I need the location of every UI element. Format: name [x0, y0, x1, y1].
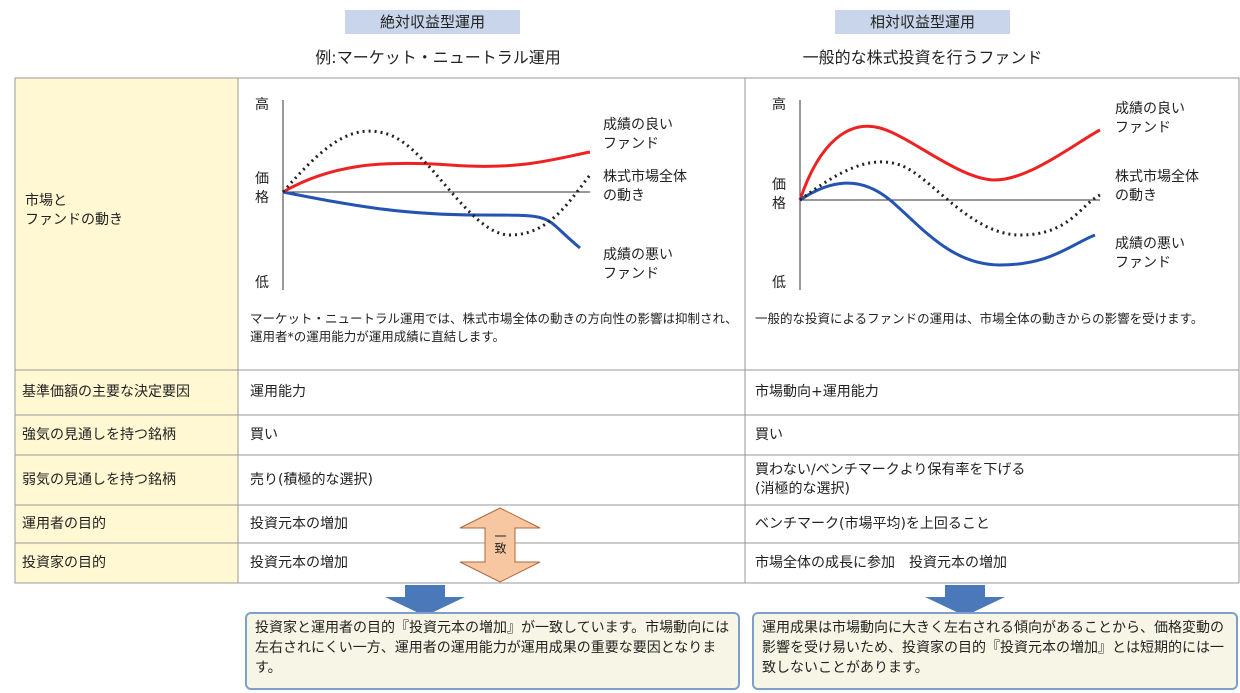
row-label: 強気の見通しを持つ銘柄	[22, 426, 176, 443]
axis-label: 価 格	[255, 171, 269, 206]
conclusion-box: 運用成果は市場動向に大きく左右される傾向があることから、価格変動の影響を受け易い…	[752, 612, 1238, 690]
row-label: 基準価額の主要な決定要因	[22, 384, 190, 400]
caption: マーケット・ニュートラル運用では、株式市場全体の動きの方向性の影響は抑制され、運…	[250, 311, 738, 344]
curve-label: 株式市場全体 の動き	[603, 169, 687, 204]
down-arrow	[925, 585, 1005, 616]
curve-label: 株式市場全体 の動き	[1115, 169, 1199, 204]
cell: 買わない/ベンチマークより保有率を下げる (消極的な選択)	[755, 462, 1026, 497]
caption: 一般的な投資によるファンドの運用は、市場全体の動きからの影響を受けます。	[755, 311, 1204, 326]
cell: 市場動向+運用能力	[755, 384, 879, 400]
label-column	[15, 78, 238, 583]
curve-label: 成績の悪い ファンド	[603, 247, 673, 282]
cell: 買い	[250, 426, 278, 443]
agreement-arrow	[459, 507, 541, 583]
axis-label: 低	[255, 275, 269, 291]
cell: 投資元本の増加	[250, 554, 348, 571]
column-title: 絶対収益型運用	[345, 10, 520, 34]
curve-label: 成績の良い ファンド	[603, 117, 673, 152]
axis-label: 低	[772, 275, 786, 291]
row-label: 市場と ファンドの動き	[25, 193, 123, 228]
table-lines	[14, 77, 1240, 584]
curve-label: 成績の良い ファンド	[1115, 101, 1185, 136]
cell: 運用能力	[250, 384, 306, 400]
column-title: 相対収益型運用	[835, 10, 1010, 34]
chart-right	[798, 100, 1101, 290]
cell: 市場全体の成長に参加 投資元本の増加	[755, 554, 1007, 571]
cell: 買い	[755, 426, 783, 443]
axis-label: 高	[255, 97, 269, 113]
cell: 投資元本の増加	[250, 515, 348, 532]
chart-left	[281, 100, 592, 290]
row-label: 運用者の目的	[22, 515, 106, 532]
axis-label: 高	[772, 97, 786, 113]
agreement-label: 一致	[493, 530, 507, 554]
curve-label: 成績の悪い ファンド	[1115, 236, 1185, 271]
cell: ベンチマーク(市場平均)を上回ること	[755, 515, 990, 532]
down-arrow	[385, 585, 465, 616]
cell: 売り(積極的な選択)	[250, 471, 373, 488]
column-subtitle: 一般的な株式投資を行うファンド	[802, 48, 1043, 67]
row-label: 弱気の見通しを持つ銘柄	[22, 471, 176, 488]
column-subtitle: 例:マーケット・ニュートラル運用	[315, 48, 561, 67]
axis-label: 価 格	[772, 177, 786, 212]
row-label: 投資家の目的	[22, 554, 106, 571]
conclusion-box: 投資家と運用者の目的『投資元本の増加』が一致しています。市場動向には左右されにく…	[245, 612, 740, 690]
